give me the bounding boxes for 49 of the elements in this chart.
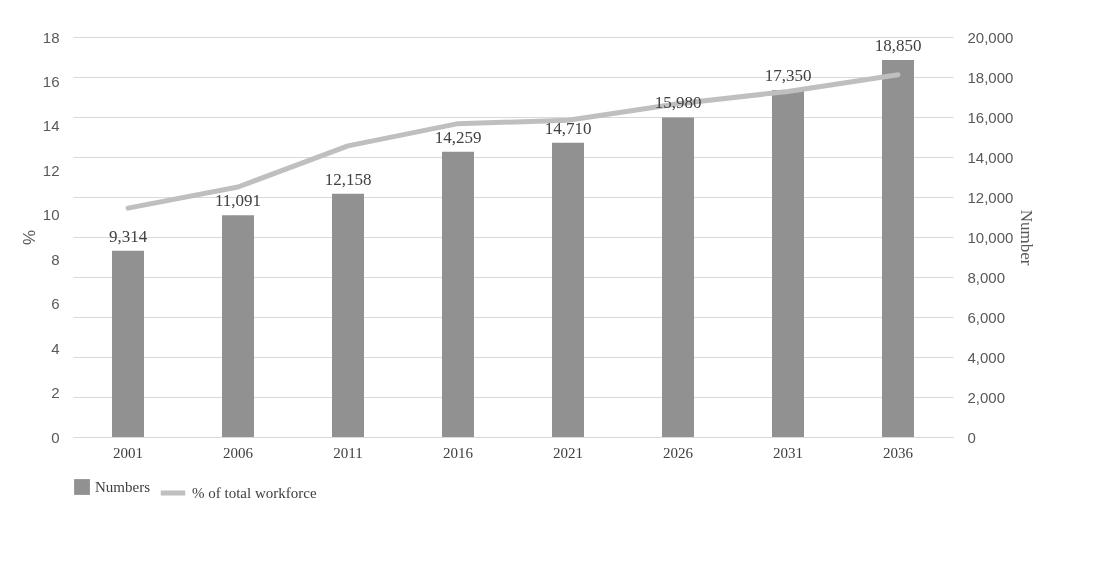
- x-tick-label: 2016: [443, 444, 474, 461]
- bar: [442, 151, 474, 437]
- y2-tick-label: 12,000: [967, 188, 1014, 206]
- text: 9,314: [108, 226, 148, 246]
- y2-tick-label: 2,000: [967, 388, 1006, 406]
- y2-tick-label: 20,000: [967, 28, 1014, 46]
- legend-label: Numbers: [95, 479, 151, 495]
- y-axis-title: %: [19, 229, 39, 246]
- y-tick-label: 8: [51, 250, 60, 268]
- bar: [662, 117, 694, 437]
- y2-tick-label: 10,000: [967, 228, 1014, 246]
- text: 14,710: [544, 118, 592, 138]
- bar: [222, 215, 254, 437]
- x-tick-label: 2006: [223, 444, 254, 461]
- x-tick-label: 2026: [663, 444, 694, 461]
- bar: [772, 90, 804, 437]
- y2-tick-label: 16,000: [967, 108, 1014, 126]
- y2-tick-label: 0: [967, 428, 976, 446]
- text: 18,850: [874, 36, 922, 55]
- y2-axis-title: Number: [1017, 209, 1037, 266]
- bar: [882, 60, 914, 437]
- x-tick-label: 2011: [333, 444, 363, 461]
- y-tick-label: 10: [42, 206, 60, 224]
- y2-tick-label: 4,000: [967, 348, 1006, 366]
- y-tick-label: 14: [42, 117, 60, 135]
- text: 14,259: [434, 127, 482, 147]
- legend-label: % of total workforce: [192, 485, 317, 501]
- y2-tick-label: 14,000: [967, 148, 1014, 166]
- text: 15,980: [654, 93, 702, 113]
- bar: [332, 193, 364, 437]
- x-tick-label: 2021: [553, 444, 583, 461]
- y-tick-label: 0: [51, 428, 60, 446]
- y-tick-label: 16: [42, 72, 60, 90]
- y2-tick-label: 8,000: [967, 268, 1006, 286]
- x-tick-label: 2036: [883, 444, 914, 461]
- text: 17,350: [764, 66, 812, 85]
- y-tick-label: 4: [51, 339, 60, 357]
- x-tick-label: 2031: [773, 444, 803, 461]
- y-tick-label: 18: [42, 28, 60, 46]
- y2-tick-label: 6,000: [967, 308, 1006, 326]
- text: 11,091: [214, 191, 262, 211]
- y-tick-label: 2: [51, 384, 60, 402]
- y2-tick-label: 18,000: [967, 68, 1014, 86]
- y-tick-label: 12: [42, 161, 60, 179]
- bar: [112, 250, 144, 437]
- bar: [552, 142, 584, 437]
- text: 12,158: [324, 169, 372, 189]
- y-tick-label: 6: [51, 295, 60, 313]
- x-tick-label: 2001: [113, 444, 143, 461]
